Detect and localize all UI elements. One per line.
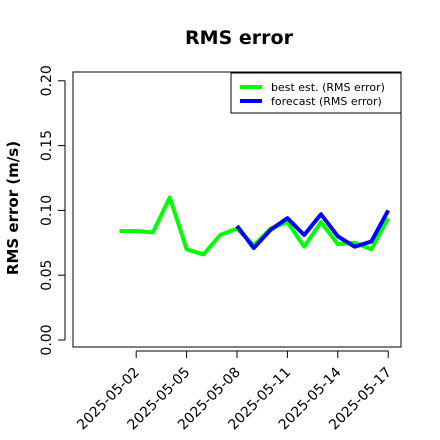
legend-box xyxy=(230,72,402,114)
legend: best est. (RMS error)forecast (RMS error… xyxy=(230,72,402,114)
y-axis: 0.00 0.05 0.10 0.15 0.20 xyxy=(39,65,66,356)
legend-entry: best est. (RMS error) xyxy=(271,81,385,94)
series-line-forecast xyxy=(235,209,390,250)
y-tick-label: 0.05 xyxy=(39,260,55,291)
y-tick-label: 0.00 xyxy=(39,324,55,355)
x-axis: 2025-05-022025-05-052025-05-082025-05-11… xyxy=(74,350,395,433)
chart-title: RMS error xyxy=(185,27,294,49)
y-axis-label: RMS error (m/s) xyxy=(4,141,22,275)
series-layer xyxy=(119,195,390,257)
y-tick-label: 0.10 xyxy=(39,195,55,226)
y-tick-label: 0.20 xyxy=(39,65,55,96)
plot-frame xyxy=(72,71,402,348)
y-tick-label: 0.15 xyxy=(39,130,55,161)
legend-entry: forecast (RMS error) xyxy=(271,95,382,108)
